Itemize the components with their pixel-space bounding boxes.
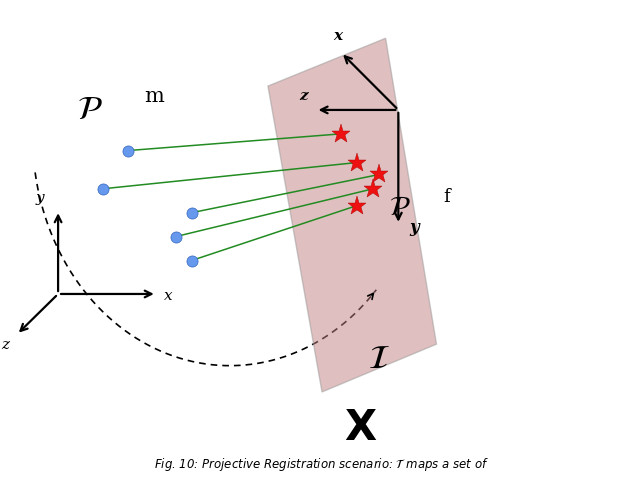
Text: y: y: [36, 191, 45, 205]
Text: $\mathbf{X}$: $\mathbf{X}$: [344, 407, 377, 449]
Text: $\mathcal{P}$: $\mathcal{P}$: [77, 94, 103, 126]
Text: m: m: [144, 87, 164, 106]
Text: x: x: [164, 289, 173, 304]
Text: z: z: [300, 89, 308, 103]
Text: $\mathcal{P}$: $\mathcal{P}$: [388, 195, 410, 221]
Text: y: y: [410, 218, 419, 236]
Text: $\mathcal{I}$: $\mathcal{I}$: [369, 343, 390, 374]
Polygon shape: [268, 38, 436, 392]
Text: Fig. 10: Projective Registration scenario: $\mathcal{T}$ maps a set of: Fig. 10: Projective Registration scenari…: [154, 456, 490, 473]
Text: x: x: [333, 29, 342, 43]
Text: z: z: [1, 338, 9, 352]
Text: f: f: [443, 188, 449, 206]
